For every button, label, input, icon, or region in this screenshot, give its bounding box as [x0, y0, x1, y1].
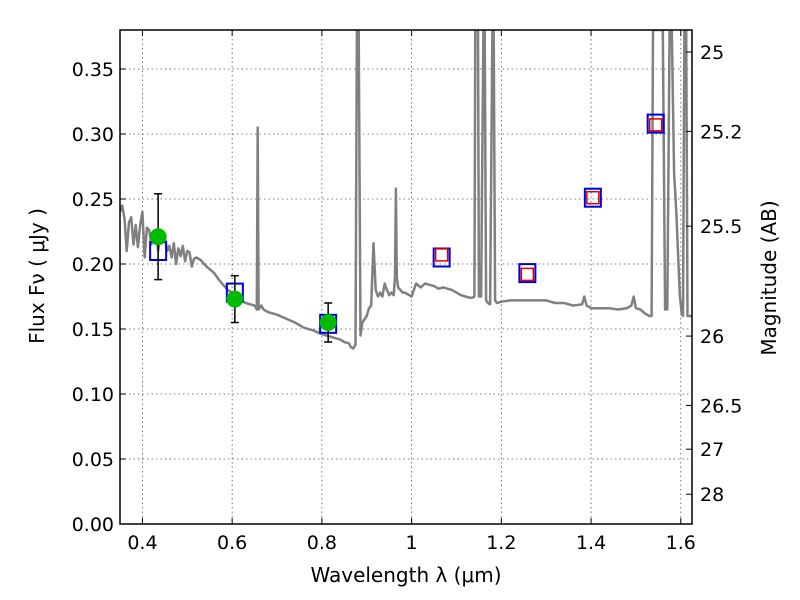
- observed-flux-point: [149, 228, 167, 246]
- y-tick-label: 0.00: [72, 514, 114, 536]
- mag-tick-label: 25.5: [700, 216, 742, 238]
- y-tick-label: 0.25: [72, 189, 114, 211]
- observed-flux-point: [319, 314, 337, 331]
- mag-tick-label: 26: [700, 326, 724, 348]
- y-axis-label: Flux Fν ( μJy ): [25, 208, 49, 344]
- axes: 0.4 0.6 0.8 1 1.2 1.4 1.6 0.00 0.05 0.10 0.15 0.20 0…: [72, 30, 742, 554]
- x-tick-label: 0.6: [217, 532, 247, 554]
- predicted-photometry-square: [648, 118, 663, 132]
- mag-tick-label: 25: [700, 42, 724, 64]
- plot-frame: [119, 29, 693, 525]
- model-photometry-square: [646, 113, 665, 134]
- model-photometry-square: [518, 263, 537, 284]
- predicted-photometry-square: [520, 267, 535, 282]
- grid-lines: [120, 30, 692, 524]
- y-tick-label: 0.15: [72, 319, 114, 341]
- y-tick-label: 0.20: [72, 254, 114, 276]
- predicted-photometry-square: [434, 248, 449, 262]
- mag-tick-label: 26.5: [700, 395, 742, 417]
- mag-tick-label: 28: [700, 484, 724, 506]
- y2-axis-label: Magnitude (AB): [757, 200, 781, 355]
- x-tick-label: 1.6: [666, 532, 696, 554]
- observed-flux-point: [226, 290, 244, 308]
- photometry-markers: [149, 113, 665, 343]
- predicted-photometry-square: [586, 190, 600, 205]
- y-tick-label: 0.35: [72, 59, 114, 81]
- mag-tick-label: 27: [700, 439, 724, 461]
- y-tick-label: 0.30: [72, 124, 114, 146]
- x-tick-label: 1: [406, 532, 418, 554]
- x-tick-label: 0.8: [307, 532, 337, 554]
- model-photometry-square: [583, 187, 602, 208]
- x-tick-label: 1.4: [576, 532, 606, 554]
- model-spectrum: [120, 30, 692, 350]
- y-tick-label: 0.10: [72, 384, 114, 406]
- model-spectrum-line: [120, 30, 692, 350]
- y-tick-label: 0.05: [72, 449, 114, 471]
- x-tick-label: 1.2: [486, 532, 516, 554]
- mag-tick-label: 25.2: [700, 121, 742, 143]
- x-axis-label: Wavelength λ (μm): [310, 563, 501, 587]
- x-tick-label: 0.4: [127, 532, 157, 554]
